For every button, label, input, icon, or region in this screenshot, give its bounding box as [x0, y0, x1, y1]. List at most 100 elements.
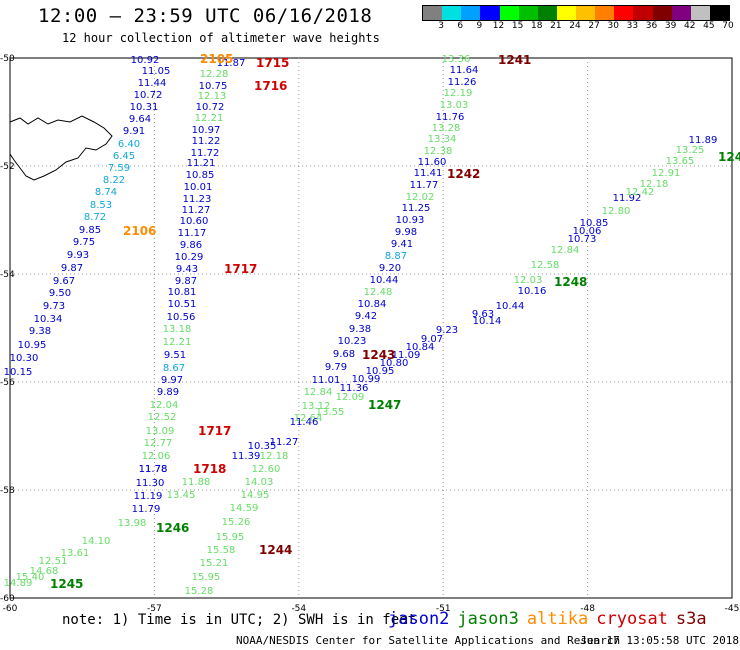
- wave-height-value: 12.09: [336, 392, 365, 403]
- wave-height-value: 11.89: [689, 135, 718, 146]
- wave-height-value: 10.85: [186, 170, 215, 181]
- wave-height-value: 13.28: [432, 123, 461, 134]
- lon-tick-label: -54: [291, 604, 306, 614]
- wave-height-value: 12.48: [364, 287, 393, 298]
- wave-height-value: 9.79: [325, 362, 347, 373]
- legend-jason3: jason3: [457, 609, 519, 629]
- wave-height-value: 11.27: [270, 437, 299, 448]
- colorbar-label: 3: [438, 21, 444, 31]
- wave-height-value: 9.38: [29, 326, 51, 337]
- pass-time-label: 1245: [50, 577, 83, 591]
- wave-height-value: 11.77: [410, 180, 439, 191]
- wave-height-value: 9.20: [379, 263, 401, 274]
- pass-time-label: 2105: [200, 52, 233, 66]
- wave-height-value: 12.60: [252, 464, 281, 475]
- lat-tick-label: -56: [0, 378, 15, 388]
- wave-height-value: 9.98: [395, 227, 417, 238]
- wave-height-value: 12.06: [142, 451, 171, 462]
- wave-height-value: 12.38: [424, 146, 453, 157]
- wave-height-value: 7.59: [108, 163, 130, 174]
- wave-height-value: 12.84: [304, 387, 333, 398]
- pass-time-label: 1717: [224, 262, 257, 276]
- colorbar-swatch: [690, 6, 710, 20]
- colorbar-swatch: [423, 6, 443, 20]
- wave-height-value: 9.93: [67, 250, 89, 261]
- wave-height-value: 12.18: [640, 179, 669, 190]
- wave-height-value: 8.87: [385, 251, 407, 262]
- wave-height-value: 10.60: [180, 216, 209, 227]
- wave-height-value: 15.58: [207, 545, 236, 556]
- wave-height-value: 11.01: [312, 375, 341, 386]
- wave-height-value: 9.87: [175, 276, 197, 287]
- wave-height-value: 10.35: [248, 441, 277, 452]
- wave-height-value: 13.65: [666, 156, 695, 167]
- wave-height-value: 9.43: [176, 264, 198, 275]
- lat-tick-label: -50: [0, 54, 15, 64]
- pass-time-label: 1718: [193, 462, 226, 476]
- colorbar-swatch: [518, 6, 538, 20]
- wave-height-value: 9.73: [43, 301, 65, 312]
- wave-height-value: 12.19: [444, 88, 473, 99]
- lat-tick-label: -60: [0, 594, 15, 604]
- colorbar-label: 33: [626, 21, 639, 31]
- colorbar-label: 24: [569, 21, 581, 31]
- wave-height-value: 11.23: [183, 194, 212, 205]
- wave-height-value: 13.34: [428, 134, 457, 145]
- legend-s3a: s3a: [675, 609, 707, 629]
- wave-height-value: 12.84: [551, 245, 580, 256]
- wave-height-value: 10.95: [18, 340, 47, 351]
- pass-time-label: 1248: [554, 275, 587, 289]
- wave-height-value: 13.45: [167, 490, 196, 501]
- colorbar-swatch: [652, 6, 672, 20]
- wave-height-value: 10.56: [167, 312, 196, 323]
- wave-height-value: 9.67: [53, 276, 75, 287]
- wave-height-value: 10.29: [175, 252, 204, 263]
- wave-height-value: 6.45: [113, 151, 135, 162]
- colorbar-swatch: [614, 6, 634, 20]
- colorbar-swatch: [499, 6, 519, 20]
- colorbar-label: 9: [476, 21, 483, 31]
- wave-height-value: 6.40: [118, 139, 140, 150]
- map-frame: [9, 57, 733, 599]
- lon-tick-label: -45: [725, 604, 740, 614]
- wave-height-value: 10.72: [134, 90, 163, 101]
- wave-height-value: 9.97: [161, 375, 183, 386]
- wave-height-value: 12.28: [200, 69, 229, 80]
- colorbar-swatch: [537, 6, 557, 20]
- wave-height-value: 9.87: [61, 263, 83, 274]
- wave-height-value: 12.91: [652, 168, 681, 179]
- wave-height-value: 15.40: [16, 572, 45, 583]
- pass-time-label: 1243: [362, 348, 395, 362]
- wave-height-value: 11.60: [418, 157, 447, 168]
- wave-height-value: 9.85: [79, 225, 101, 236]
- wave-height-value: 9.89: [157, 387, 179, 398]
- wave-height-value: 11.78: [139, 464, 168, 475]
- wave-height-value: 12.03: [514, 275, 543, 286]
- wave-height-value: 15.95: [216, 532, 245, 543]
- wave-height-value: 10.14: [473, 316, 502, 327]
- wave-height-value: 10.23: [338, 336, 367, 347]
- wave-height-value: 10.44: [496, 301, 525, 312]
- lon-tick-label: -51: [436, 604, 451, 614]
- wave-height-value: 10.92: [131, 55, 160, 66]
- wave-height-value: 9.42: [355, 311, 377, 322]
- colorbar-swatch: [461, 6, 481, 20]
- wave-height-value: 13.18: [163, 324, 192, 335]
- colorbar-label: 36: [645, 21, 658, 31]
- lon-tick-label: -57: [147, 604, 162, 614]
- wave-height-value: 12.13: [198, 91, 227, 102]
- wave-height-value: 11.46: [290, 417, 319, 428]
- wave-height-value: 11.39: [232, 451, 261, 462]
- wave-height-value: 11.21: [187, 158, 216, 169]
- wave-height-value: 14.68: [30, 566, 59, 577]
- wave-height-value: 12.21: [163, 337, 192, 348]
- colorbar-swatch: [709, 6, 729, 20]
- footer-note: note: 1) Time is in UTC; 2) SWH is in fe…: [62, 612, 417, 628]
- colorbar-label: 45: [703, 21, 715, 31]
- wave-height-value: 10.44: [370, 275, 399, 286]
- pass-time-label: 1242: [447, 167, 480, 181]
- wave-height-value: 10.16: [518, 286, 547, 297]
- wave-height-value: 12.52: [148, 412, 177, 423]
- wave-height-value: 9.23: [436, 325, 458, 336]
- wave-height-value: 14.89: [4, 578, 33, 589]
